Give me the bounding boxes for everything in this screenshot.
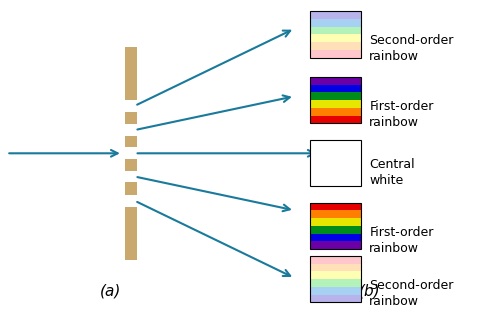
Bar bbox=[124, 171, 137, 182]
Bar bbox=[309, 85, 361, 92]
Bar bbox=[309, 226, 361, 234]
Bar bbox=[309, 26, 361, 34]
Bar bbox=[309, 42, 361, 50]
Bar bbox=[124, 124, 137, 136]
Bar bbox=[309, 256, 361, 264]
Bar bbox=[309, 295, 361, 302]
Bar bbox=[309, 19, 361, 26]
Bar bbox=[309, 77, 361, 85]
Bar bbox=[309, 271, 361, 279]
Bar bbox=[309, 11, 361, 58]
Bar bbox=[124, 147, 137, 159]
Bar bbox=[309, 11, 361, 19]
Bar bbox=[309, 77, 361, 123]
Bar bbox=[309, 50, 361, 58]
Text: Second-order
rainbow: Second-order rainbow bbox=[369, 279, 454, 308]
Text: First-order
rainbow: First-order rainbow bbox=[369, 100, 434, 129]
Text: First-order
rainbow: First-order rainbow bbox=[369, 226, 434, 255]
Bar bbox=[309, 256, 361, 302]
Bar bbox=[124, 47, 137, 260]
Text: Second-order
rainbow: Second-order rainbow bbox=[369, 34, 454, 63]
Bar bbox=[309, 108, 361, 116]
Bar bbox=[309, 287, 361, 295]
Bar bbox=[309, 34, 361, 42]
Bar bbox=[309, 140, 361, 186]
Bar bbox=[309, 234, 361, 241]
Bar bbox=[309, 92, 361, 100]
Bar bbox=[124, 100, 137, 112]
Text: Central
white: Central white bbox=[369, 158, 415, 187]
Bar bbox=[309, 116, 361, 123]
Bar bbox=[309, 100, 361, 108]
Bar bbox=[309, 210, 361, 218]
Text: (a): (a) bbox=[100, 284, 121, 298]
Bar bbox=[309, 264, 361, 271]
Bar bbox=[124, 195, 137, 207]
Bar bbox=[309, 203, 361, 249]
Text: (b): (b) bbox=[358, 284, 380, 298]
Bar bbox=[309, 279, 361, 287]
Bar bbox=[309, 241, 361, 249]
Bar bbox=[309, 218, 361, 226]
Bar bbox=[309, 203, 361, 210]
